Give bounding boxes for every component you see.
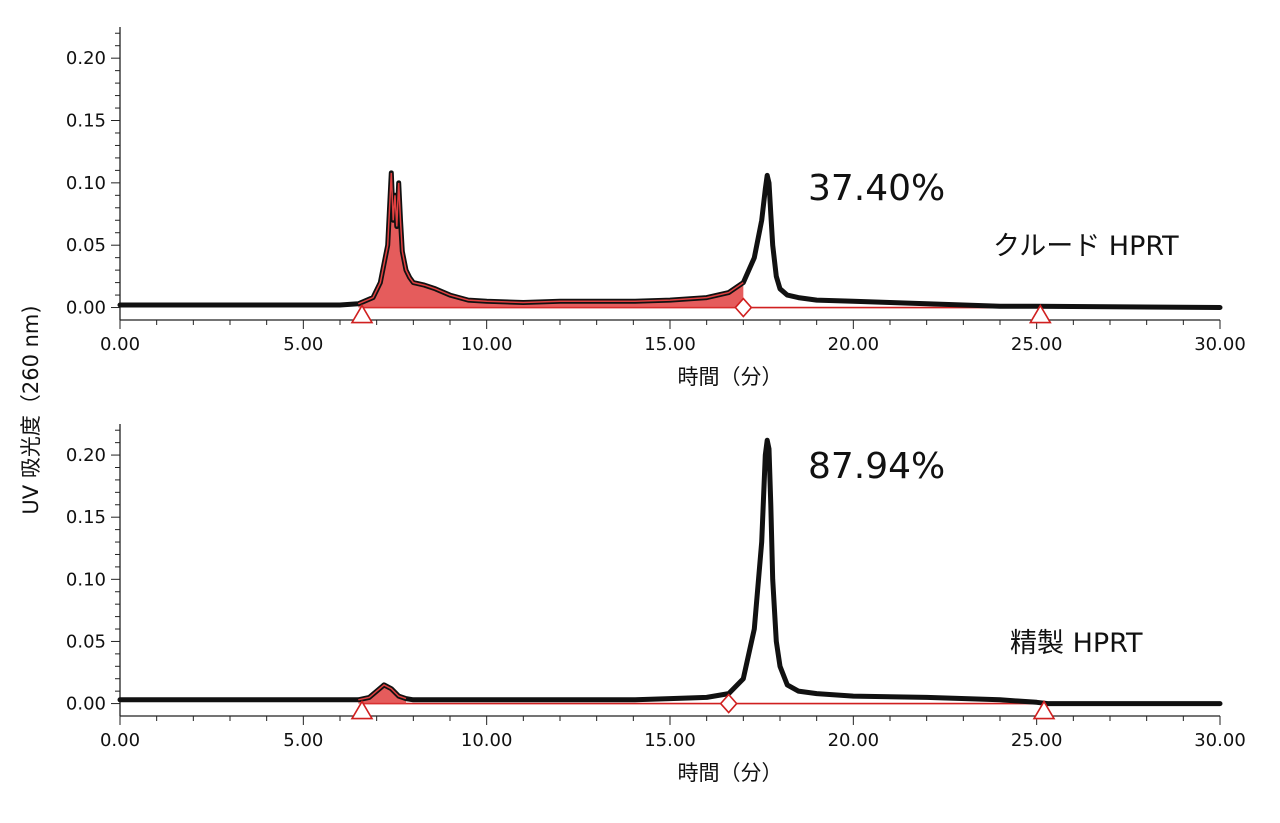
chart-1-sample-label: クルード HPRT <box>993 231 1179 262</box>
chart-2-x-tick-label: 30.00 <box>1194 730 1246 751</box>
chart-2-x-tick-label: 10.00 <box>461 730 513 751</box>
chart-1-x-axis-label: 時間（分） <box>678 365 783 389</box>
chart-2-x-tick-label: 20.00 <box>828 730 880 751</box>
chart-1-x-tick-label: 0.00 <box>100 334 140 355</box>
chart-1-group: 0.00 0.05 0.10 0.15 0.20 0.00 5.00 10.00 15.00 20… <box>66 27 1246 389</box>
chart-2-sample-label: 精製 HPRT <box>1010 628 1143 659</box>
chart-1-x-tick-label: 5.00 <box>283 334 323 355</box>
chart-2-y-tick-label: 0.10 <box>66 569 106 590</box>
chart-2-y-tick-label: 0.15 <box>66 507 106 528</box>
chart-2-y-tick-label: 0.20 <box>66 445 106 466</box>
chart-1-x-tick-label: 10.00 <box>461 334 513 355</box>
chart-2-triangle-marker <box>350 699 374 720</box>
chart-2-x-axis-label: 時間（分） <box>678 761 783 785</box>
chart-1-x-tick-label: 15.00 <box>644 334 696 355</box>
chart-1-x-tick-label: 25.00 <box>1011 334 1063 355</box>
chart-1-y-tick-label: 0.10 <box>66 173 106 194</box>
chart-1-integrated-trace <box>358 172 744 305</box>
chart-2-x-tick-label: 15.00 <box>644 730 696 751</box>
chart-1-x-tick-label: 30.00 <box>1194 334 1246 355</box>
chart-2-y-tick-label: 0.00 <box>66 694 106 715</box>
chart-1-triangle-marker <box>1028 303 1052 324</box>
chart-2-x-tick-label: 0.00 <box>100 730 140 751</box>
chart-2-group: 0.00 0.05 0.10 0.15 0.20 0.00 5.00 10.00 15.00 20… <box>66 424 1246 785</box>
y-axis-label: UV 吸光度（260 nm) <box>19 305 43 514</box>
chart-2-triangle-marker <box>1032 699 1056 720</box>
chart-1-triangle-marker <box>350 303 374 324</box>
chart-1-y-tick-label: 0.20 <box>66 48 106 69</box>
chart-2-purity-percent: 87.94% <box>808 446 945 487</box>
chart-1-y-tick-label: 0.05 <box>66 235 106 256</box>
chart-2-series-line <box>117 437 1223 707</box>
chart-2-x-tick-label: 5.00 <box>283 730 323 751</box>
chart-2-diamond-marker <box>719 693 738 714</box>
chart-1-y-tick-label: 0.00 <box>66 298 106 319</box>
chart-1-purity-percent: 37.40% <box>808 168 945 209</box>
chart-1-x-tick-label: 20.00 <box>828 334 880 355</box>
chart-1-diamond-marker <box>734 297 753 318</box>
chart-1-y-tick-label: 0.15 <box>66 111 106 132</box>
chart-2-y-tick-label: 0.05 <box>66 631 106 652</box>
chart-1-integrated-area <box>358 172 744 308</box>
chart-2-integrated-trace <box>358 684 407 701</box>
chart-2-x-tick-label: 25.00 <box>1011 730 1063 751</box>
